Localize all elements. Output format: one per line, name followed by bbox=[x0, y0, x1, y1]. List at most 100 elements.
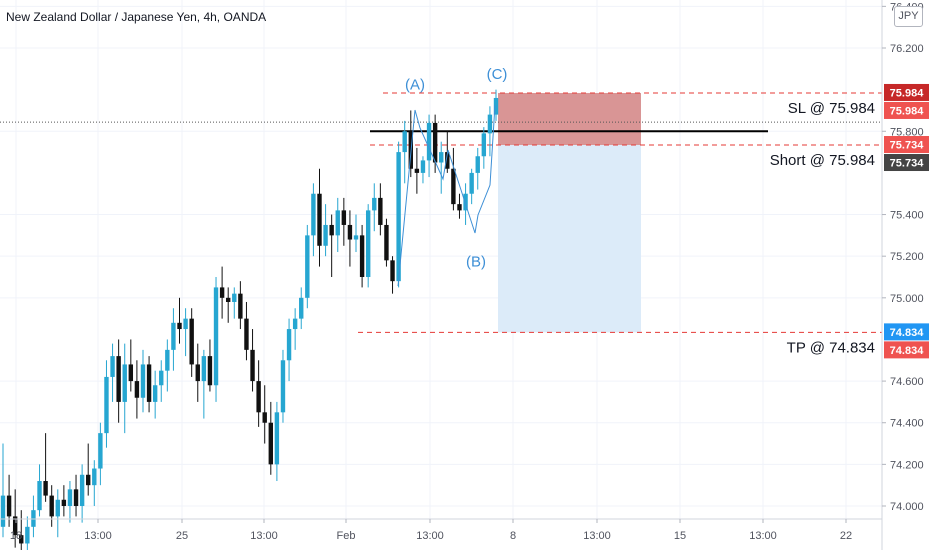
candle-body bbox=[171, 322, 176, 350]
candle-body bbox=[159, 370, 164, 386]
candle-body bbox=[238, 293, 243, 319]
candle-body bbox=[262, 412, 267, 423]
candle-body bbox=[365, 210, 371, 277]
price-label-box bbox=[884, 341, 929, 359]
y-tick-label: 75.800 bbox=[890, 126, 924, 138]
candle-body bbox=[396, 152, 401, 282]
x-tick-label: 18 bbox=[10, 530, 22, 542]
x-tick-label: 13:00 bbox=[250, 530, 278, 542]
x-tick-label: 25 bbox=[176, 530, 188, 542]
price-label-box bbox=[884, 154, 929, 172]
candle-body bbox=[165, 349, 170, 371]
candle-body bbox=[152, 385, 158, 402]
candle-body bbox=[280, 360, 286, 413]
y-tick-label: 74.600 bbox=[890, 376, 924, 388]
candle-body bbox=[286, 329, 292, 361]
candle-body bbox=[225, 297, 231, 302]
candle-body bbox=[341, 210, 347, 225]
wave-path bbox=[397, 104, 496, 287]
price-label-text: 74.834 bbox=[890, 327, 925, 339]
grid-lines bbox=[0, 0, 882, 519]
x-tick-label: 13:00 bbox=[583, 530, 611, 542]
candle-body bbox=[469, 172, 474, 194]
candle-body bbox=[189, 318, 194, 365]
price-label-text: 75.734 bbox=[890, 158, 925, 170]
candle-body bbox=[463, 193, 468, 211]
candle-body bbox=[110, 356, 115, 377]
price-label-text: 74.834 bbox=[890, 345, 925, 357]
candle-body bbox=[146, 364, 152, 402]
x-tick-label: 8 bbox=[510, 530, 516, 542]
candle-body bbox=[19, 535, 24, 544]
candle-body bbox=[457, 204, 462, 211]
x-tick-label: 15 bbox=[674, 530, 686, 542]
candle-body bbox=[79, 474, 85, 506]
candle-body bbox=[420, 160, 426, 173]
candle-body bbox=[378, 197, 383, 225]
candle-body bbox=[128, 364, 134, 382]
candle-body bbox=[37, 481, 42, 511]
candle-body bbox=[61, 499, 67, 506]
x-tick-label: 13:00 bbox=[84, 530, 112, 542]
candle-body bbox=[177, 322, 182, 330]
y-tick-label: 75.400 bbox=[890, 210, 924, 222]
chart-title: New Zealand Dollar / Japanese Yen, 4h, O… bbox=[6, 10, 267, 24]
candle-body bbox=[274, 412, 280, 465]
candle-body bbox=[116, 356, 121, 402]
candle-body bbox=[134, 381, 140, 398]
candle-body bbox=[359, 235, 365, 277]
candle-body bbox=[439, 152, 444, 163]
x-tick-label: 22 bbox=[840, 530, 852, 542]
candle-body bbox=[305, 235, 310, 298]
currency-badge[interactable]: JPY bbox=[894, 6, 923, 27]
price-label-text: 75.984 bbox=[890, 87, 925, 99]
candle-body bbox=[493, 97, 499, 115]
candle-body bbox=[445, 152, 450, 169]
candle-body bbox=[384, 224, 389, 261]
y-tick-label: 74.400 bbox=[890, 418, 924, 430]
candle-body bbox=[390, 260, 395, 282]
x-tick-label: 13:00 bbox=[749, 530, 777, 542]
wave-label: (C) bbox=[487, 66, 508, 83]
price-label-text: 75.734 bbox=[890, 140, 925, 152]
candle-body bbox=[67, 489, 73, 506]
price-label-box bbox=[884, 83, 929, 101]
candle-body bbox=[487, 114, 493, 134]
candle-body bbox=[25, 526, 30, 544]
price-label-box bbox=[884, 323, 929, 341]
candle-body bbox=[353, 235, 359, 240]
candle-body bbox=[299, 297, 304, 319]
y-tick-label: 76.200 bbox=[890, 43, 924, 55]
candle-body bbox=[213, 287, 219, 386]
position-zones bbox=[498, 92, 641, 333]
price-label-box bbox=[884, 136, 929, 154]
candle-body bbox=[475, 156, 480, 173]
take-profit-zone bbox=[498, 145, 641, 333]
candle-body bbox=[140, 364, 146, 398]
candle-body bbox=[6, 495, 12, 517]
wave-label: (A) bbox=[405, 77, 425, 94]
x-tick-label: Feb bbox=[337, 530, 356, 542]
candle-body bbox=[104, 376, 109, 434]
candle-body bbox=[256, 381, 261, 413]
y-tick-label: 75.000 bbox=[890, 293, 924, 305]
candle-body bbox=[12, 516, 18, 536]
candle-body bbox=[31, 510, 36, 527]
candle-body bbox=[335, 210, 340, 236]
price-label-box bbox=[884, 101, 929, 119]
wave-pattern: (A) (B) (C) bbox=[397, 66, 508, 287]
candle-body bbox=[347, 224, 353, 240]
short-annotation: Short @ 75.984 bbox=[770, 152, 875, 169]
y-tick-label: 75.200 bbox=[890, 251, 924, 263]
y-tick-label: 74.000 bbox=[890, 501, 924, 513]
candle-body bbox=[426, 122, 432, 161]
candle-body bbox=[311, 193, 316, 236]
candle-body bbox=[402, 131, 407, 153]
candle-body bbox=[268, 422, 274, 465]
price-label-text: 75.984 bbox=[890, 105, 925, 117]
candle-body bbox=[92, 468, 97, 486]
wave-label: (B) bbox=[466, 254, 486, 271]
sl-annotation: SL @ 75.984 bbox=[788, 100, 875, 117]
candle-body bbox=[98, 433, 103, 469]
